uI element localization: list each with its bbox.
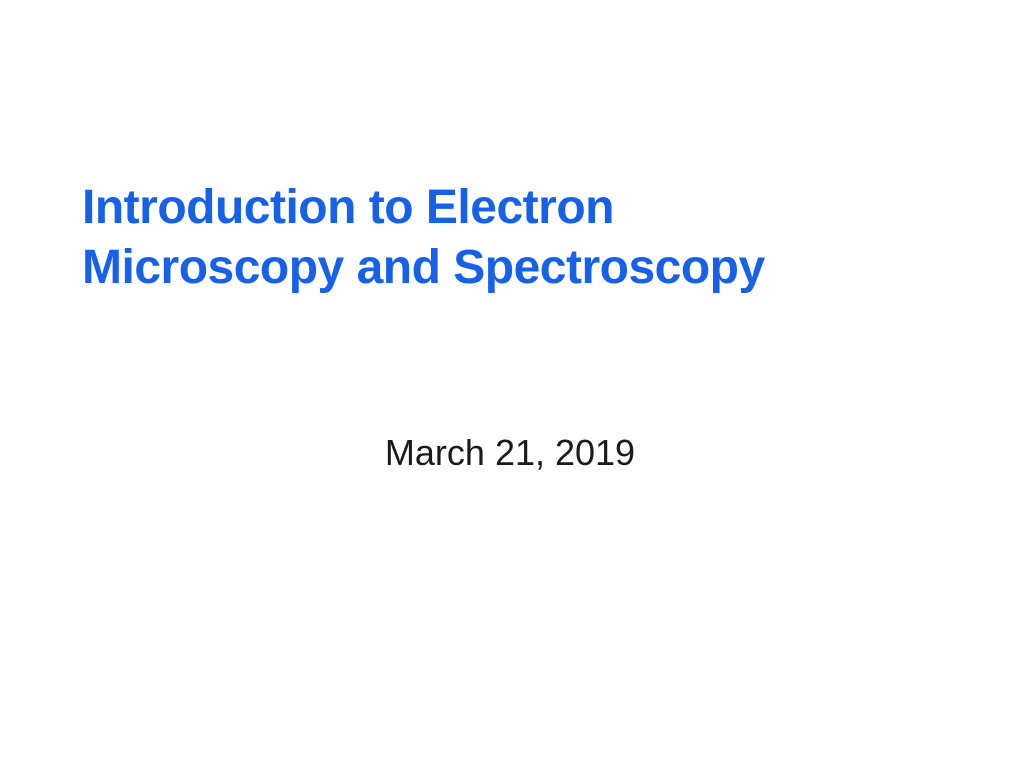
slide-date: March 21, 2019 — [0, 432, 1020, 474]
title-slide: Introduction to Electron Microscopy and … — [0, 0, 1020, 784]
slide-title-line-2: Microscopy and Spectroscopy — [82, 238, 940, 298]
slide-title-line-1: Introduction to Electron — [82, 178, 940, 238]
slide-title: Introduction to Electron Microscopy and … — [82, 178, 940, 298]
